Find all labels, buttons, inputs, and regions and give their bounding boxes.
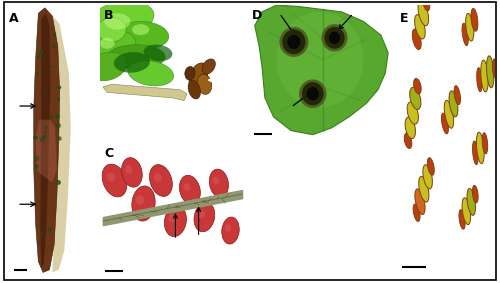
Ellipse shape — [184, 183, 190, 191]
Polygon shape — [40, 13, 50, 267]
Ellipse shape — [449, 91, 458, 117]
Ellipse shape — [114, 52, 150, 73]
Ellipse shape — [414, 15, 425, 39]
Ellipse shape — [482, 133, 488, 154]
Ellipse shape — [280, 27, 308, 57]
Ellipse shape — [210, 169, 229, 197]
Ellipse shape — [418, 1, 428, 26]
Ellipse shape — [306, 87, 319, 100]
Ellipse shape — [188, 80, 200, 99]
Ellipse shape — [428, 158, 434, 175]
Ellipse shape — [476, 132, 484, 164]
Ellipse shape — [132, 24, 150, 35]
Polygon shape — [50, 13, 71, 273]
Ellipse shape — [150, 165, 172, 196]
Ellipse shape — [404, 133, 412, 149]
Ellipse shape — [126, 165, 132, 173]
Ellipse shape — [442, 113, 448, 134]
Ellipse shape — [136, 195, 144, 205]
Ellipse shape — [90, 1, 154, 36]
Ellipse shape — [302, 82, 324, 105]
Ellipse shape — [299, 80, 326, 108]
Polygon shape — [255, 5, 388, 135]
Ellipse shape — [471, 8, 478, 31]
Ellipse shape — [415, 189, 425, 215]
Polygon shape — [103, 84, 187, 100]
Ellipse shape — [324, 27, 344, 49]
Ellipse shape — [322, 24, 347, 52]
Ellipse shape — [422, 0, 430, 11]
Ellipse shape — [118, 21, 169, 49]
Ellipse shape — [492, 59, 498, 78]
Ellipse shape — [282, 30, 306, 54]
Ellipse shape — [413, 204, 420, 221]
Ellipse shape — [197, 74, 212, 94]
Text: B: B — [104, 9, 114, 22]
Ellipse shape — [454, 86, 460, 105]
Text: C: C — [104, 147, 114, 160]
Ellipse shape — [88, 52, 127, 81]
Ellipse shape — [122, 158, 142, 187]
Text: E: E — [400, 12, 408, 25]
Ellipse shape — [225, 224, 231, 232]
Polygon shape — [36, 120, 57, 183]
Ellipse shape — [418, 176, 429, 202]
Ellipse shape — [481, 60, 488, 92]
Text: D: D — [252, 8, 262, 22]
Ellipse shape — [93, 31, 136, 61]
Ellipse shape — [144, 44, 172, 61]
Ellipse shape — [288, 35, 300, 49]
Ellipse shape — [107, 172, 115, 182]
Ellipse shape — [405, 117, 415, 138]
Ellipse shape — [407, 102, 418, 124]
Ellipse shape — [97, 17, 126, 42]
Ellipse shape — [466, 13, 474, 41]
Ellipse shape — [202, 59, 215, 74]
Ellipse shape — [329, 32, 340, 44]
Ellipse shape — [276, 12, 364, 108]
Ellipse shape — [423, 165, 432, 189]
Ellipse shape — [462, 198, 470, 225]
Ellipse shape — [198, 210, 205, 218]
Ellipse shape — [107, 45, 165, 69]
Ellipse shape — [476, 68, 482, 92]
Ellipse shape — [444, 100, 454, 128]
Ellipse shape — [180, 175, 201, 205]
Ellipse shape — [104, 13, 130, 30]
Ellipse shape — [194, 202, 215, 232]
Ellipse shape — [185, 67, 195, 80]
Ellipse shape — [222, 217, 240, 244]
Ellipse shape — [213, 176, 220, 184]
Text: A: A — [9, 12, 18, 25]
Ellipse shape — [128, 61, 174, 86]
Ellipse shape — [168, 214, 176, 222]
Ellipse shape — [132, 186, 155, 221]
Polygon shape — [34, 8, 60, 273]
Ellipse shape — [472, 141, 478, 165]
Ellipse shape — [154, 173, 162, 182]
Ellipse shape — [486, 56, 494, 88]
Ellipse shape — [467, 188, 475, 215]
Ellipse shape — [100, 38, 114, 49]
Ellipse shape — [102, 164, 127, 197]
Ellipse shape — [414, 78, 421, 94]
Ellipse shape — [189, 63, 208, 89]
Ellipse shape — [410, 87, 421, 110]
Ellipse shape — [459, 210, 465, 229]
Ellipse shape — [462, 23, 468, 46]
Ellipse shape — [412, 29, 421, 50]
Ellipse shape — [472, 185, 478, 203]
Ellipse shape — [164, 206, 186, 237]
